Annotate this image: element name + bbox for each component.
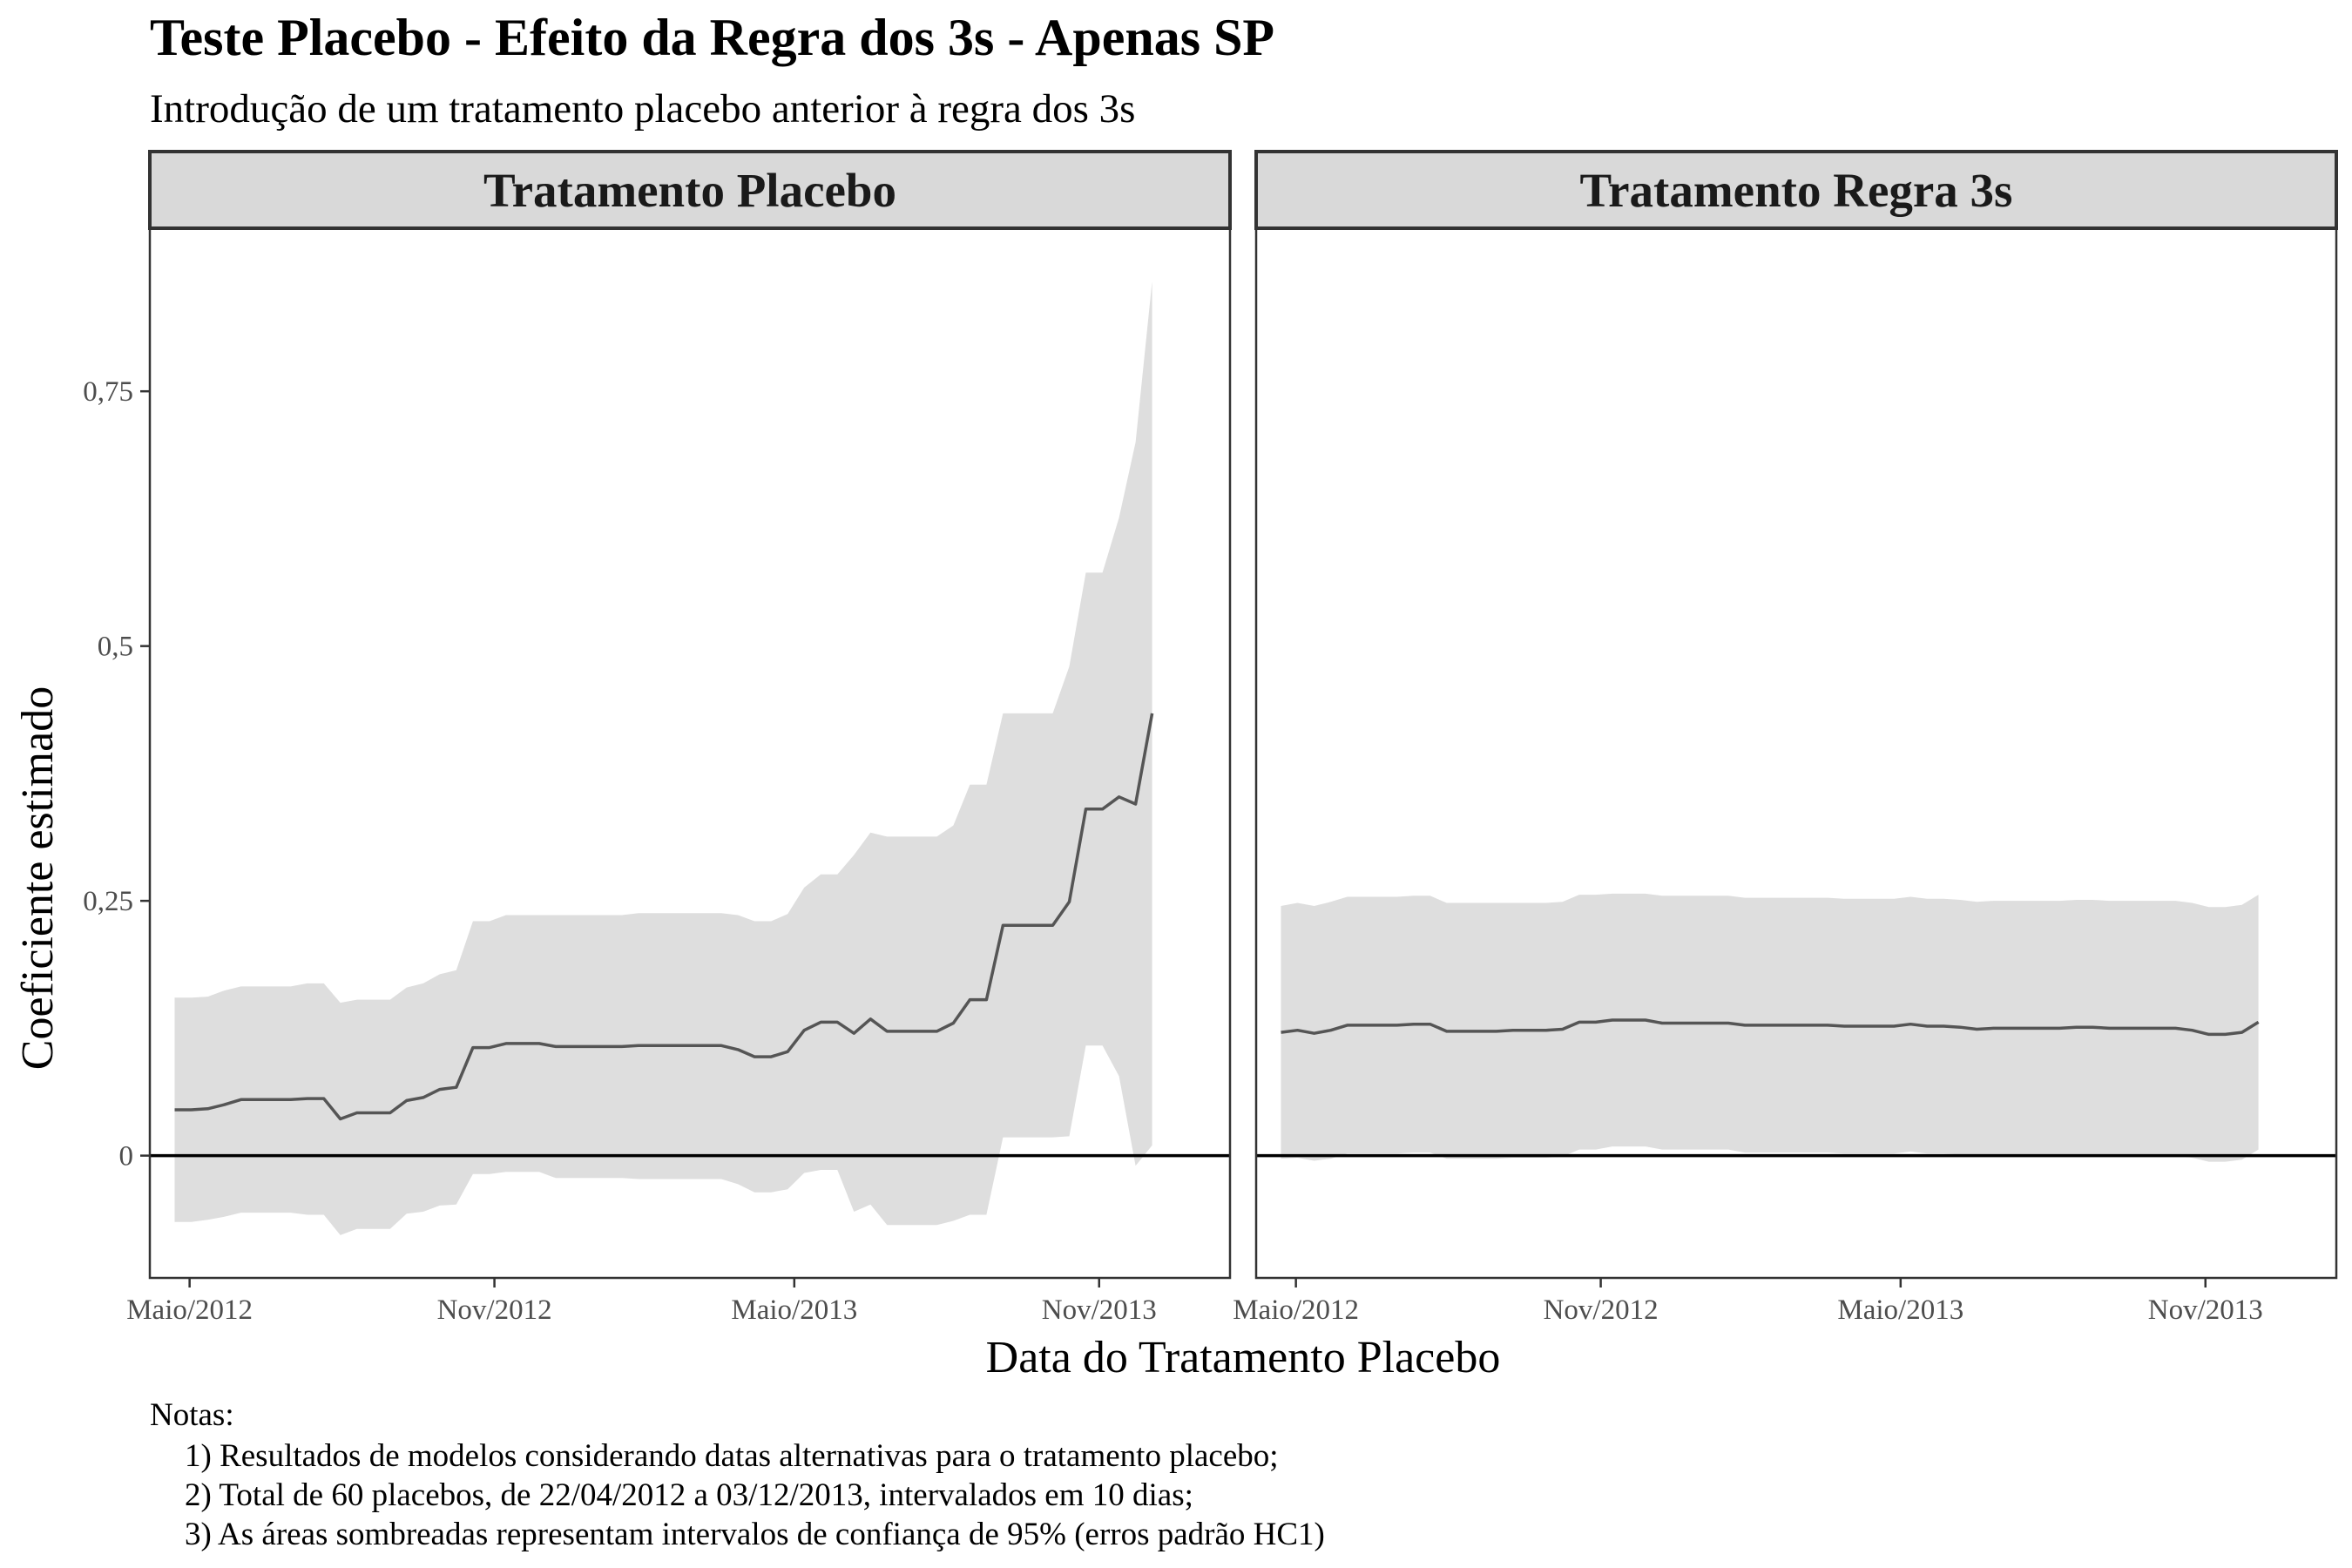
chart-subtitle: Introdução de um tratamento placebo ante… [150,86,1135,132]
y-tick-label: 0,25 [83,886,133,917]
x-tick-label: Nov/2013 [1042,1294,1157,1326]
x-tick-label: Nov/2013 [2148,1294,2263,1326]
facet-strip-label: Tratamento Placebo [483,164,896,217]
confidence-ribbon [1281,893,2259,1162]
x-tick-label: Maio/2013 [1837,1294,1963,1326]
x-tick-label: Nov/2012 [437,1294,552,1326]
chart-notes: Notas: 1) Resultados de modelos consider… [150,1397,1325,1552]
y-tick-label: 0,5 [98,632,133,663]
panel-border [148,226,1232,1280]
facet-strip [148,150,1232,230]
note-header: Notas: [150,1397,234,1433]
x-tick-label: Maio/2012 [1233,1294,1359,1326]
note-2: 2) Total de 60 placebos, de 22/04/2012 a… [185,1477,1193,1513]
x-tick-label: Nov/2012 [1544,1294,1659,1326]
y-axis-label: Coeficiente estimado [13,686,63,1070]
y-tick-label: 0,75 [83,376,133,408]
confidence-ribbon [174,280,1152,1235]
note-3: 3) As áreas sombreadas representam inter… [185,1517,1325,1552]
coefficient-line [174,713,1154,1121]
x-tick-label: Maio/2012 [126,1294,253,1326]
y-tick-label: 0 [119,1141,134,1173]
facet-strip-label: Tratamento Regra 3s [1580,164,2013,217]
chart-title: Teste Placebo - Efeito da Regra dos 3s -… [150,9,1274,66]
note-1: 1) Resultados de modelos considerando da… [185,1438,1279,1474]
facet-strip [1254,150,2338,230]
x-tick-label: Maio/2013 [731,1294,857,1326]
x-axis-label: Data do Tratamento Placebo [986,1333,1501,1382]
coefficient-line [1281,1018,2260,1037]
facet-panels: Tratamento Placebo Maio/2012 Nov/2012 Maio/… [83,150,2338,1326]
panel-border [1254,226,2338,1280]
panel-1: Tratamento Placebo Maio/2012 Nov/2012 Maio/… [83,150,1232,1326]
panel-2: Tratamento Regra 3s Maio/2012 Nov/2012 Maio… [1233,150,2338,1326]
